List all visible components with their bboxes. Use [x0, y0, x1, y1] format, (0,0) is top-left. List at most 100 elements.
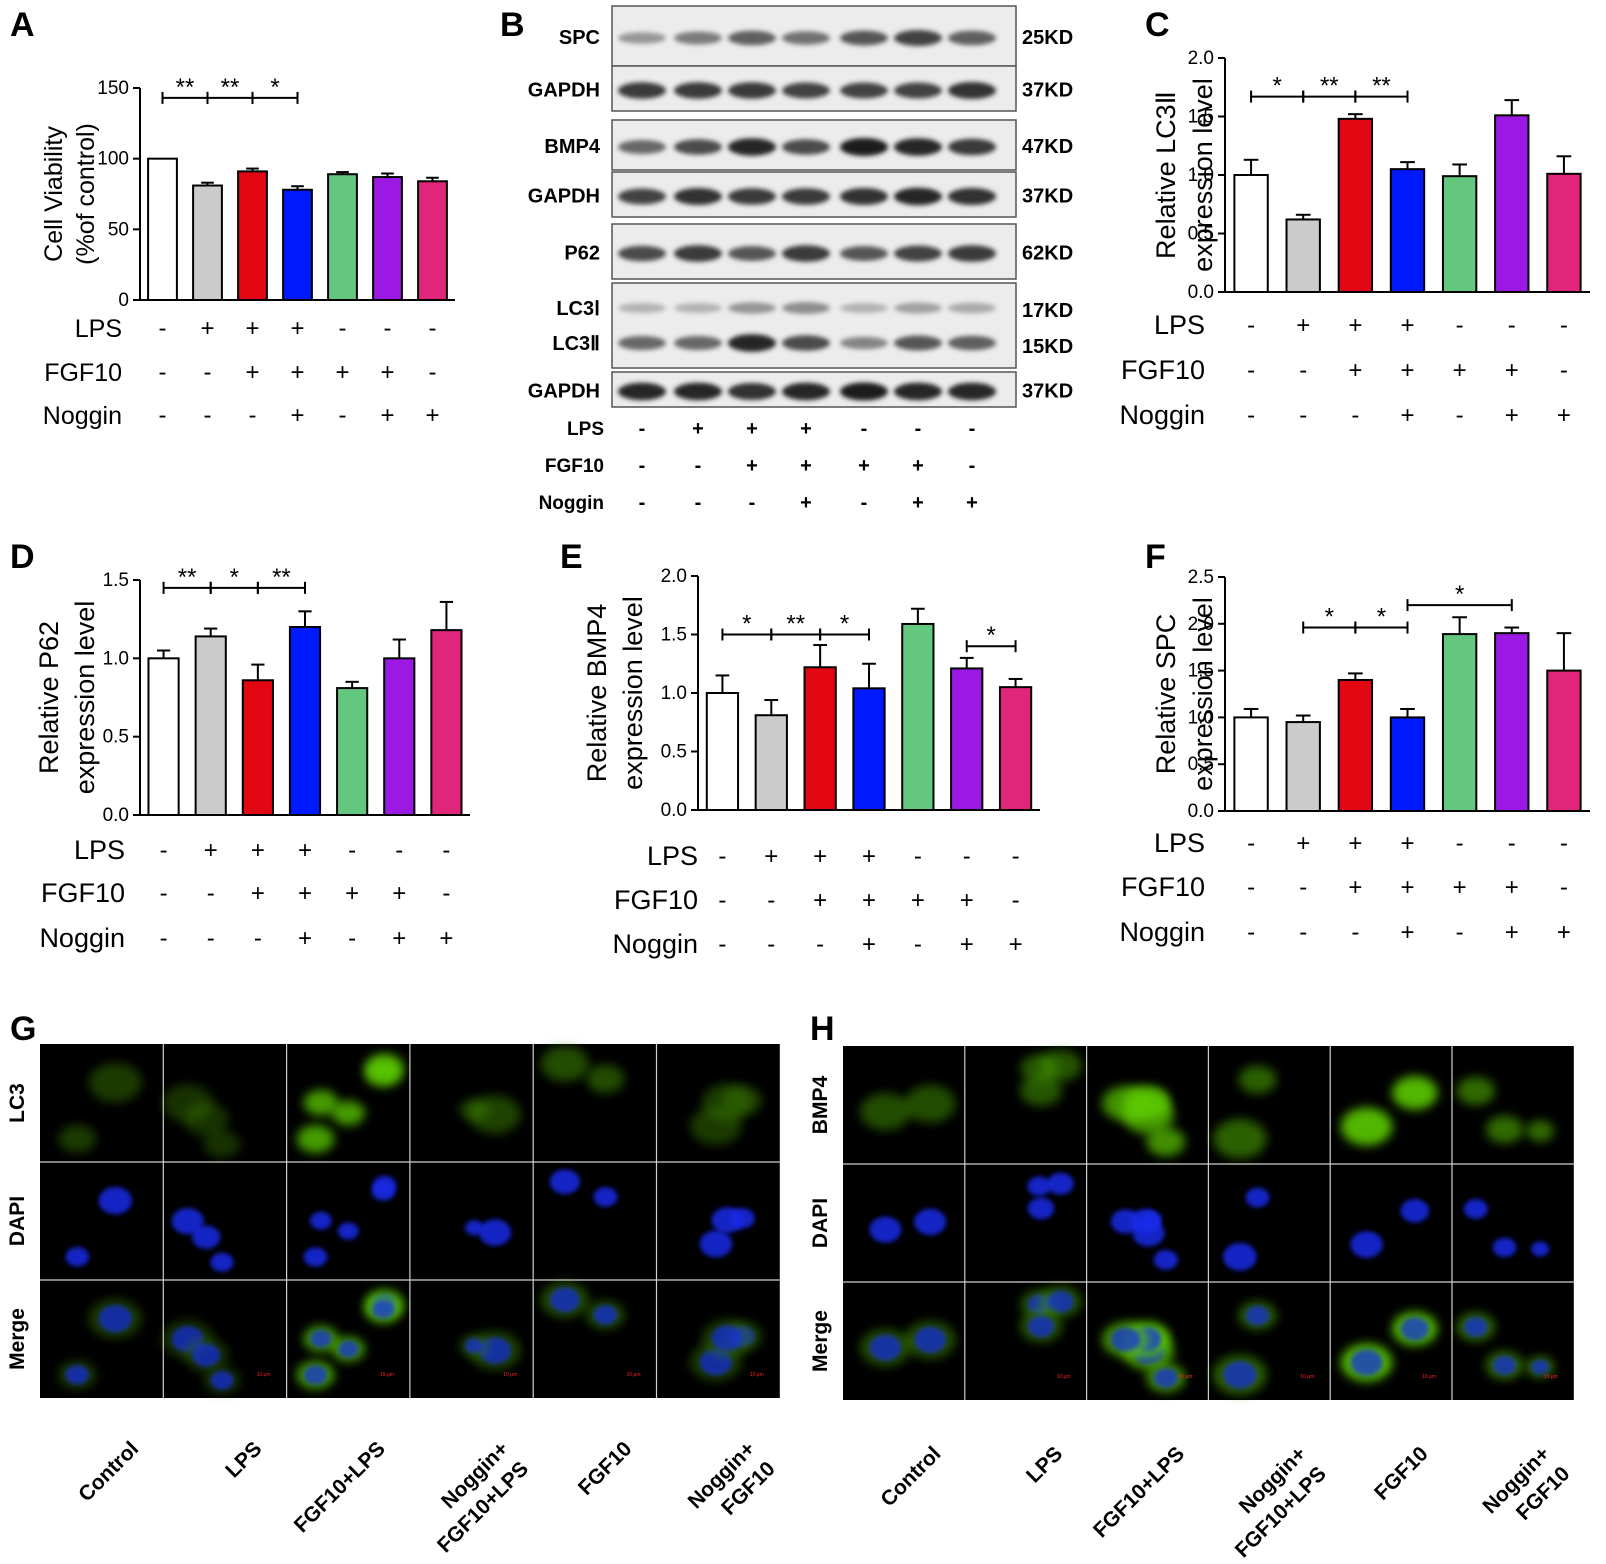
significance-label: * [270, 74, 279, 101]
green-stain [303, 1089, 339, 1116]
micrograph-cell-merge: 10 μm [690, 1319, 764, 1381]
blot-band [618, 382, 666, 401]
treatment-symbol: + [764, 843, 778, 870]
treatment-symbol: - [1247, 830, 1255, 857]
y-tick-label: 1.0 [103, 648, 129, 669]
chart-e: 0.0 0.5 1.0 1.5 2.0 Relative BMP4 expression l… [582, 566, 1040, 959]
micrograph-row-label: DAPI [6, 1196, 29, 1246]
scale-bar-label: 10 μm [1422, 1374, 1436, 1380]
dapi-nucleus [1110, 1327, 1141, 1352]
green-stain [331, 1100, 365, 1126]
significance-label: * [1455, 581, 1464, 608]
treatment-label-lps: LPS [1154, 828, 1205, 858]
micrograph-cell-dapi [1223, 1187, 1270, 1271]
micrograph-cell-merge: 10 μm [296, 1289, 404, 1389]
micrograph-cell-dapi [549, 1169, 618, 1207]
bar [194, 635, 227, 817]
blot-band [674, 31, 722, 45]
treatment-symbol: + [1557, 402, 1571, 429]
dapi-nucleus [65, 1365, 90, 1385]
micrograph-cell-merge: 10 μm [1020, 1285, 1082, 1380]
dapi-nucleus [1492, 1355, 1517, 1376]
treatment-symbol: + [1400, 402, 1414, 429]
blot-band [782, 188, 830, 205]
treatment-symbol: + [1348, 830, 1362, 857]
y-axis-label-2: expression level [70, 601, 100, 795]
blot-kd-label: 62KD [1022, 243, 1073, 265]
micrograph-cell-bmp4 [860, 1085, 956, 1131]
treatment-symbol: - [1560, 357, 1568, 384]
micrograph-col-label: FGF10+LPS [290, 1437, 390, 1537]
blot-band [618, 82, 666, 99]
treatment-symbol: + [204, 837, 218, 864]
bar [1233, 716, 1269, 813]
treatment-symbol: - [1508, 312, 1516, 339]
dapi-nucleus [1027, 1176, 1052, 1196]
treatment-symbol: - [1351, 919, 1359, 946]
blot-band [948, 302, 996, 314]
panel-label-f: F [1145, 538, 1166, 576]
micrograph-cell-merge: 10 μm [1340, 1311, 1438, 1382]
y-tick-label: 1.0 [1188, 165, 1214, 186]
treatment-symbol: - [395, 837, 403, 864]
western-blot: SPC 25KD GAPDH 37KD BMP4 47KD GAPDH 37KD P62 62KD… [528, 5, 1073, 514]
blot-band [948, 382, 996, 401]
y-axis-label: Relative SPC [1151, 614, 1181, 775]
bar [327, 173, 358, 301]
y-tick-label: 2.5 [1188, 567, 1214, 588]
blot-band [782, 31, 830, 45]
blot-row-6: GAPDH 37KD [528, 371, 1073, 408]
treatment-symbol: + [380, 402, 394, 429]
blot-row-5: LC3Ⅰ LC3Ⅱ 17KD 15KD [552, 282, 1073, 369]
micrograph-col-label: LPS [1022, 1442, 1067, 1487]
dapi-nucleus [1463, 1317, 1488, 1337]
dapi-nucleus [914, 1326, 947, 1354]
blot-treatment-symbol: + [746, 455, 758, 477]
blot-band [728, 334, 776, 352]
bar [147, 157, 178, 301]
y-tick-label: 1.0 [1188, 707, 1214, 728]
blot-band [728, 188, 776, 205]
treatment-symbol: - [1560, 830, 1568, 857]
blot-band [840, 82, 888, 99]
treatment-label-lps: LPS [74, 835, 125, 865]
y-tick-label: 0.5 [1188, 224, 1214, 245]
blot-band [894, 335, 942, 351]
bar [1337, 678, 1374, 813]
blot-band [782, 335, 830, 351]
y-tick-label: 100 [97, 149, 129, 170]
treatment-symbol: - [429, 359, 437, 386]
y-tick-label: 50 [108, 219, 129, 240]
treatment-symbol: + [1453, 357, 1467, 384]
panel-label-d: D [10, 538, 35, 576]
treatment-symbol: + [200, 315, 214, 342]
treatment-symbol: + [245, 315, 259, 342]
green-stain [88, 1062, 142, 1103]
dapi-nucleus [464, 1338, 484, 1354]
green-stain [1525, 1120, 1555, 1142]
micrograph-cell-lc3 [540, 1046, 625, 1093]
y-tick-label: 1.0 [661, 683, 687, 704]
dapi-nucleus [210, 1252, 234, 1272]
micrograph-cell-lc3 [690, 1083, 763, 1145]
y-tick-label: 0 [118, 290, 129, 311]
blot-treatment-symbol: - [861, 492, 868, 514]
y-axis-label: Relative LC3Ⅱ [1151, 91, 1181, 259]
treatment-symbol: + [1505, 919, 1519, 946]
blot-band [840, 382, 888, 401]
blot-band [618, 32, 666, 44]
blot-band [840, 138, 888, 156]
treatment-symbol: + [245, 359, 259, 386]
scale-bar-label: 10 μm [257, 1372, 271, 1378]
scale-bar-label: 10 μm [750, 1372, 764, 1378]
panel-label-c: C [1145, 6, 1170, 44]
blot-band [948, 82, 996, 99]
treatment-symbol: - [384, 315, 392, 342]
bar [1389, 168, 1426, 293]
blot-treatment-label-lps: LPS [567, 419, 604, 440]
treatment-symbol: + [1400, 830, 1414, 857]
scale-bar-label: 10 μm [1057, 1374, 1071, 1380]
treatment-symbol: + [1348, 874, 1362, 901]
dapi-nucleus [337, 1340, 359, 1358]
treatment-symbol: - [429, 315, 437, 342]
